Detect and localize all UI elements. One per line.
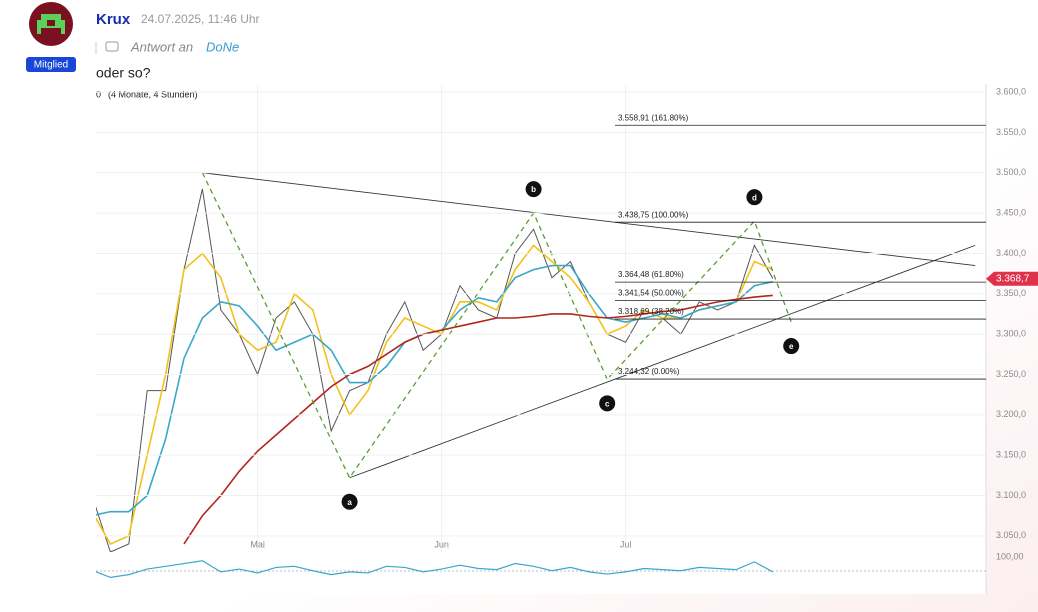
y-tick-label: 3.500,0	[996, 167, 1026, 177]
wave-label: e	[789, 342, 794, 351]
wave-marker	[525, 181, 542, 198]
wave-label: d	[752, 193, 757, 202]
y-tick-label: 3.150,0	[996, 450, 1026, 460]
y-tick-label: 3.600,0	[996, 86, 1026, 96]
wave-zigzag	[201, 172, 792, 480]
author[interactable]: Krux	[96, 11, 131, 28]
chart-subtitle: (4 Monate, 4 Stunden)	[108, 89, 198, 99]
wave-label: b	[531, 185, 536, 194]
reply-prefix: Antwort an	[130, 39, 193, 54]
wave-marker	[783, 338, 800, 355]
chart-area	[96, 84, 986, 594]
wave-marker	[341, 493, 358, 510]
trendline	[202, 172, 976, 266]
y-tick-label: 3.050,0	[996, 530, 1026, 540]
wave-marker	[599, 395, 616, 412]
fib-label: 3.364,48 (61.80%)	[618, 270, 684, 279]
indicator-line	[95, 560, 774, 579]
y-tick-label: 3.200,0	[996, 409, 1026, 419]
post-date: 24.07.2025, 11:46 Uhr	[141, 12, 260, 26]
fib-label: 3.438,75 (100.00%)	[618, 210, 689, 219]
fib-label: 3.244,32 (0.00%)	[618, 367, 680, 376]
reply-icon	[105, 41, 119, 52]
y-tick-label: 3.550,0	[996, 127, 1026, 137]
price-tag-label: 3.368,7	[996, 273, 1030, 284]
wave-label: a	[347, 498, 352, 507]
y-tick-label: 3.450,0	[996, 207, 1026, 217]
fib-label: 3.341,54 (50.00%)	[618, 289, 684, 298]
badge-text: Mitglied	[34, 60, 68, 71]
plot	[96, 84, 976, 552]
x-tick-label: Mai	[250, 539, 265, 549]
x-tick-label: Jun	[434, 539, 449, 549]
price-line	[96, 244, 774, 545]
y-tick-label: 3.300,0	[996, 329, 1026, 339]
price-line	[183, 294, 773, 545]
y-tick-label: 3.250,0	[996, 369, 1026, 379]
trendline	[349, 244, 976, 479]
avatar-icon-detail	[47, 20, 55, 26]
wave-label: c	[605, 399, 610, 408]
price-tag	[986, 271, 1038, 286]
fib-label: 3.318,69 (38.20%)	[618, 307, 684, 316]
fib-label: 3.558,91 (161.80%)	[618, 113, 689, 122]
badge	[26, 57, 76, 72]
x-tick-label: Jul	[620, 539, 632, 549]
y-tick-label: 3.100,0	[996, 490, 1026, 500]
reply-to[interactable]: DoNe	[206, 39, 239, 54]
indicator-label: 100,00	[996, 551, 1024, 561]
chart-title: 0	[96, 89, 101, 99]
post-text: oder so?	[96, 65, 151, 81]
wave-marker	[746, 189, 763, 206]
y-tick-label: 3.400,0	[996, 248, 1026, 258]
y-tick-label: 3.350,0	[996, 288, 1026, 298]
